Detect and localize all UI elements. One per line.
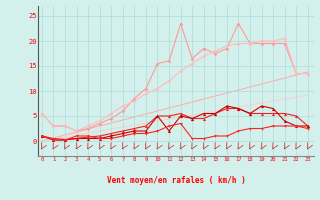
- X-axis label: Vent moyen/en rafales ( km/h ): Vent moyen/en rafales ( km/h ): [107, 176, 245, 185]
